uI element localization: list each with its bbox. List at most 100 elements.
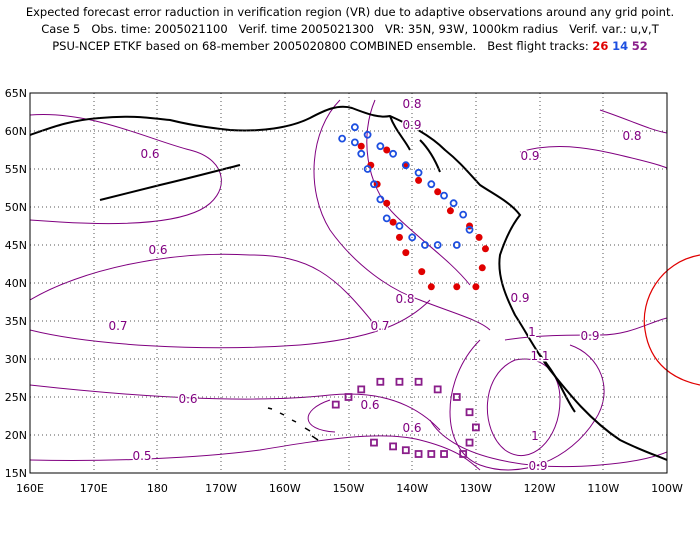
lat-lon-grid xyxy=(30,93,667,473)
track-blue-point xyxy=(465,225,474,234)
contour-label: 0.8 xyxy=(622,129,641,143)
lat-tick-label: 50N xyxy=(5,201,27,214)
track-purple-point xyxy=(344,393,353,401)
contour-line xyxy=(449,339,605,471)
lon-tick-label: 160W xyxy=(269,482,301,495)
lat-tick-label: 35N xyxy=(5,315,27,328)
contour-label: 0.9 xyxy=(528,459,547,473)
track-blue-point xyxy=(433,241,442,249)
contour-label: 0.6 xyxy=(402,421,421,435)
track-purple-point xyxy=(395,377,404,386)
axis-labels: 160E 170E 180 170W 160W 150W 140W 130W 120W 110W 1… xyxy=(5,87,683,495)
track-blue-point xyxy=(363,165,372,173)
lon-tick-label: 160E xyxy=(16,482,44,495)
lon-tick-label: 140W xyxy=(396,482,428,495)
contour-line xyxy=(599,109,667,134)
lat-tick-label: 25N xyxy=(5,391,27,404)
contour-line xyxy=(307,399,336,433)
contour-label: 1 xyxy=(531,429,539,443)
alaska-coast xyxy=(30,105,667,461)
track-blue-count: 14 xyxy=(612,39,629,53)
track-blue-point xyxy=(440,191,448,200)
track-blue-point xyxy=(401,161,410,170)
alaska-peninsula xyxy=(99,164,241,201)
lon-tick-label: 120W xyxy=(524,482,556,495)
verification-region-circle xyxy=(643,254,700,386)
title-block: Expected forecast error raduction in ver… xyxy=(0,4,700,55)
map-frame xyxy=(29,92,668,474)
lon-tick-label: 170E xyxy=(80,482,108,495)
contour-label: 0.9 xyxy=(580,329,599,343)
track-red-point xyxy=(357,142,365,150)
track-blue-point xyxy=(376,142,385,151)
track-blue-point xyxy=(338,134,347,143)
track-blue-point xyxy=(449,199,458,208)
lon-tick-label: 180 xyxy=(147,482,168,495)
contour-label: 0.7 xyxy=(370,319,389,333)
contour-label: 0.9 xyxy=(402,118,421,132)
lon-tick-label: 150W xyxy=(333,482,365,495)
track-purple-point xyxy=(414,377,423,386)
track-purple-point xyxy=(414,450,423,458)
title-line-3-prefix: PSU-NCEP ETKF based on 68-member 2005020… xyxy=(52,39,589,53)
title-line-3: PSU-NCEP ETKF based on 68-member 2005020… xyxy=(0,38,700,55)
track-red-point xyxy=(475,233,483,241)
track-red-count: 26 xyxy=(592,39,609,53)
track-blue-point xyxy=(357,149,366,158)
contour-line xyxy=(30,299,431,349)
lat-tick-label: 55N xyxy=(5,163,27,176)
title-line-1: Expected forecast error raduction in ver… xyxy=(25,5,675,19)
contour-line xyxy=(486,358,561,456)
track-red-point xyxy=(395,233,403,241)
lon-tick-label: 110W xyxy=(587,482,619,495)
track-purple-point xyxy=(376,377,385,386)
track-purple-point xyxy=(331,400,340,409)
lon-tick-label: 170W xyxy=(205,482,237,495)
track-red-point xyxy=(383,199,391,207)
track-purple-point xyxy=(465,438,474,447)
lat-tick-label: 20N xyxy=(5,429,27,442)
track-red-point xyxy=(402,249,410,257)
contour-labels: 0.8 0.9 0.8 0.6 0.6 0.9 0.8 0.7 0.7 0.6 0.6 0.5 0.6 0… xyxy=(107,96,643,475)
lat-tick-label: 15N xyxy=(5,467,27,480)
track-red-point xyxy=(481,245,489,253)
track-purple-count: 52 xyxy=(631,39,648,53)
contour-line xyxy=(366,99,471,286)
contour-label: 0.5 xyxy=(132,449,151,463)
lon-tick-label: 100W xyxy=(651,482,683,495)
track-blue-point xyxy=(376,195,385,204)
track-red-point xyxy=(453,283,461,291)
lat-tick-label: 30N xyxy=(5,353,27,366)
contour-label: 0.6 xyxy=(178,392,197,406)
contour-line xyxy=(30,253,376,326)
contour-line xyxy=(30,435,481,471)
track-blue-point xyxy=(427,180,436,189)
baja-coast xyxy=(539,354,576,413)
track-blue-point xyxy=(408,233,417,242)
track-purple-point xyxy=(465,408,474,417)
track-blue-point xyxy=(350,123,359,132)
track-red-point xyxy=(418,268,426,276)
track-purple-point xyxy=(389,442,397,451)
track-red-point xyxy=(434,188,442,196)
track-purple-point xyxy=(452,393,461,401)
flight-tracks xyxy=(331,123,489,458)
track-purple-point xyxy=(433,385,442,394)
track-blue-point xyxy=(389,149,397,158)
contour-label: 0.8 xyxy=(395,292,414,306)
track-blue-point xyxy=(414,168,423,177)
track-purple-point xyxy=(357,385,366,394)
track-purple-point xyxy=(440,450,448,458)
contour-label: 0.7 xyxy=(108,319,127,333)
track-blue-point xyxy=(421,241,429,249)
track-purple-point xyxy=(401,446,410,455)
track-blue-point xyxy=(395,222,404,230)
track-blue-point xyxy=(382,214,391,223)
contour-line xyxy=(519,146,667,169)
contour-label: 1 xyxy=(528,325,536,339)
contour-line xyxy=(30,384,441,431)
title-line-2: Case 5 Obs. time: 2005021100 Verif. time… xyxy=(41,22,659,36)
contour-label: 0.6 xyxy=(148,243,167,257)
track-purple-point xyxy=(471,423,480,432)
